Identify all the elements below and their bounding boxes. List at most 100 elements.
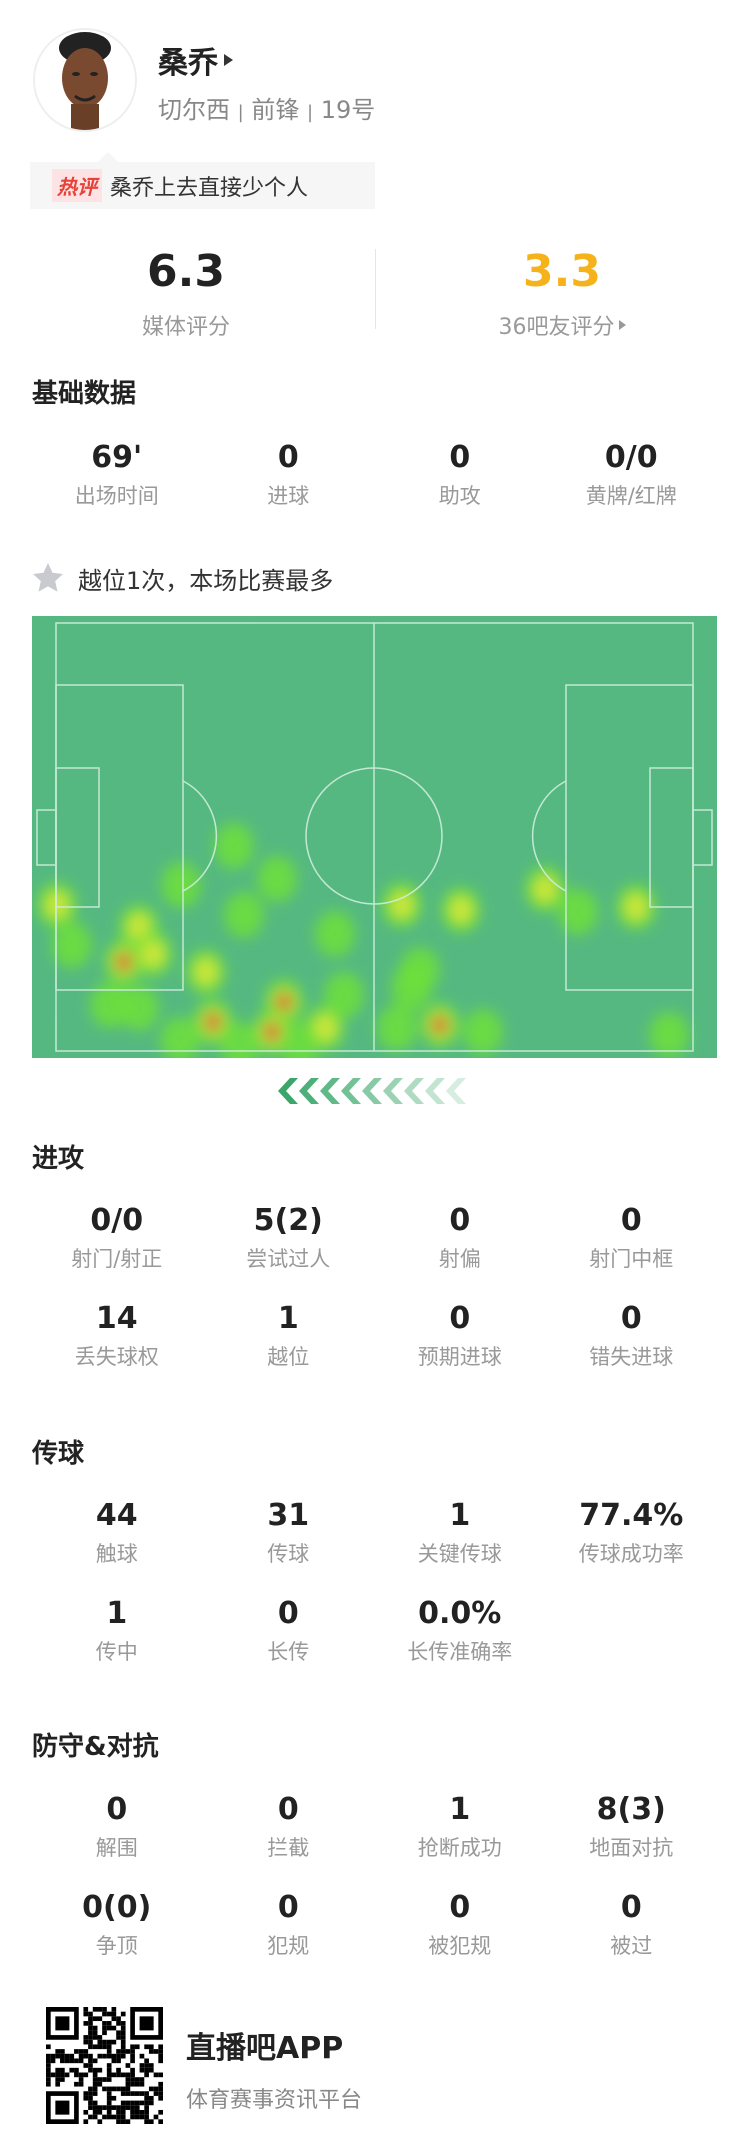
- qr-module: [139, 2067, 145, 2073]
- qr-module: [102, 2011, 107, 2017]
- qr-module: [130, 2081, 135, 2087]
- stat-label: 助攻: [438, 484, 481, 508]
- qr-module: [60, 2049, 65, 2054]
- stat-label: 越位: [267, 1345, 310, 1369]
- stat-label: 传球成功率: [578, 1542, 684, 1566]
- qr-module: [125, 2100, 131, 2106]
- qr-module: [111, 2025, 117, 2031]
- qr-module: [153, 2086, 159, 2092]
- qr-module: [83, 2063, 89, 2068]
- heat-spot-layer: [214, 823, 254, 869]
- qr-module: [88, 2039, 93, 2045]
- heat-spot: [90, 982, 130, 1028]
- media-rating: 6.3 媒体评分: [36, 246, 336, 341]
- stat-value: 8(3): [596, 1792, 666, 1827]
- qr-module: [92, 2105, 98, 2110]
- stat-label: 射门中框: [589, 1247, 674, 1271]
- qr-module: [92, 2058, 98, 2064]
- chevron-left-icon: [446, 1078, 466, 1104]
- attack-direction-arrows: [278, 1078, 466, 1104]
- player-avatar[interactable]: [33, 28, 137, 132]
- heat-spot: [257, 856, 297, 902]
- heat-spot-layer: [400, 947, 440, 993]
- qr-module: [130, 2100, 135, 2106]
- heat-spot-layer: [624, 893, 648, 921]
- qr-module: [148, 2049, 154, 2054]
- hot-comment[interactable]: 热评 桑乔上去直接少个人: [30, 152, 375, 209]
- qr-module: [144, 2067, 149, 2073]
- qr-module: [116, 2030, 121, 2036]
- qr-module: [92, 2109, 98, 2115]
- stat-label: 出场时间: [74, 484, 159, 508]
- qr-module: [46, 2077, 51, 2082]
- stat-label: 拦截: [267, 1836, 310, 1860]
- qr-module: [116, 2016, 121, 2022]
- qr-module: [144, 2119, 149, 2124]
- qr-module: [106, 2025, 112, 2031]
- qr-module: [78, 2053, 84, 2059]
- qr-module: [60, 2072, 65, 2078]
- heatmap-pitch: [32, 616, 717, 1058]
- qr-module: [125, 2119, 131, 2124]
- heat-spot-layer: [205, 1012, 221, 1032]
- qr-module: [144, 2044, 149, 2050]
- qr-module: [88, 2016, 93, 2022]
- stat-label: 射偏: [438, 1247, 481, 1271]
- stat-value: 0: [277, 440, 299, 475]
- stat-goals: 0 进球: [203, 440, 375, 510]
- qr-module: [144, 2100, 149, 2106]
- qr-module: [64, 2072, 70, 2078]
- heat-spot-layer: [119, 985, 159, 1031]
- qr-module: [97, 2007, 103, 2012]
- heat-spot-layer: [141, 940, 165, 968]
- qr-module: [153, 2049, 159, 2054]
- heat-spot-layer: [313, 1014, 337, 1042]
- qr-module: [102, 2077, 107, 2082]
- qr-module: [83, 2119, 89, 2124]
- qr-module: [134, 2109, 140, 2115]
- qr-module: [158, 2095, 163, 2101]
- star-icon: [33, 563, 63, 592]
- app-tagline: 体育赛事资讯平台: [186, 2088, 363, 2113]
- qr-module: [158, 2081, 163, 2087]
- qr-module: [106, 2086, 112, 2092]
- qr-module: [134, 2100, 140, 2106]
- qr-module: [69, 2067, 75, 2073]
- qr-module: [97, 2039, 103, 2045]
- qr-module: [92, 2114, 98, 2120]
- qr-module: [55, 2049, 61, 2054]
- heat-spot-layer: [116, 952, 132, 972]
- stat-attack: 0 预期进球: [374, 1301, 546, 1371]
- qr-module: [102, 2007, 107, 2012]
- qr-module: [78, 2072, 84, 2078]
- stat-attack: 5(2) 尝试过人: [203, 1203, 375, 1273]
- qr-module: [88, 2063, 93, 2068]
- qr-module: [144, 2105, 149, 2110]
- qr-module: [144, 2109, 149, 2115]
- stat-passing: 31 传球: [203, 1498, 375, 1568]
- chevron-left-icon: [299, 1078, 319, 1104]
- qr-module: [139, 2114, 145, 2120]
- stat-attack: 0/0 射门/射正: [31, 1203, 203, 1273]
- qr-module: [106, 2044, 112, 2050]
- qr-module: [139, 2063, 145, 2068]
- qr-module: [125, 2063, 131, 2068]
- qr-module: [88, 2067, 93, 2073]
- qr-module: [139, 2100, 145, 2106]
- qr-module: [78, 2081, 84, 2087]
- heat-spot: [420, 1002, 460, 1048]
- qr-module: [97, 2067, 103, 2073]
- qr-module: [60, 2058, 65, 2064]
- fan-rating[interactable]: 3.3 36吧友评分: [412, 246, 712, 341]
- heat-spot: [558, 889, 598, 935]
- right-goal: [692, 809, 713, 866]
- qr-module: [74, 2049, 79, 2054]
- qr-module: [60, 2077, 65, 2082]
- qr-module: [92, 2100, 98, 2106]
- stat-minutes: 69' 出场时间: [31, 440, 203, 510]
- qr-module: [120, 2091, 126, 2096]
- qr-module: [88, 2100, 93, 2106]
- media-rating-label: 媒体评分: [141, 315, 230, 340]
- qr-module: [158, 2058, 163, 2064]
- player-name-link[interactable]: 桑乔: [158, 38, 233, 82]
